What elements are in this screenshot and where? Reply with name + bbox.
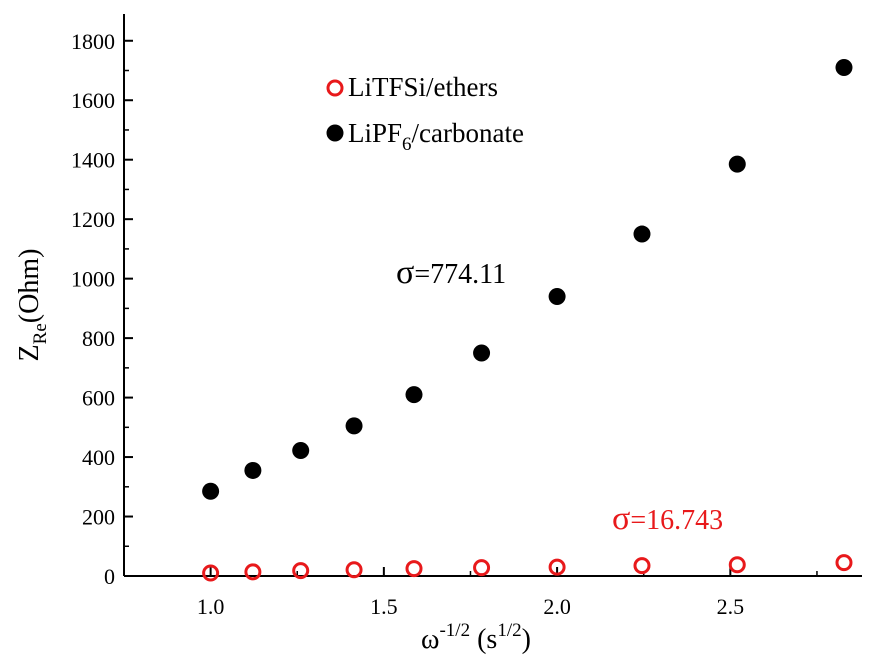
data-point-lipf6 [473,344,491,362]
tick-labels: 0 200 400 600 800 1000 1200 1400 1600 1800 1.0 1.5 2… [71,29,744,619]
x-tick-label: 2.5 [717,594,745,619]
data-point-lipf6 [202,482,220,500]
y-tick-label: 1200 [71,207,115,232]
data-point-litfsi [728,556,746,574]
sigma-annotation-ethers: σ=16.743 [612,500,723,537]
data-point-lipf6 [345,417,363,435]
sigma-value-ethers: =16.743 [630,505,723,536]
x-axis-title: ω-1/2 (s1/2) [421,620,531,655]
data-point-litfsi [345,561,363,579]
sigma-value-carbonate: =774.11 [414,259,506,290]
data-point-lipf6 [292,442,310,460]
data-point-litfsi [405,560,423,578]
y-tick-label: 200 [82,505,115,530]
sigma-annotation-carbonate: σ=774.11 [396,254,506,291]
x-tick-label: 1.0 [197,594,225,619]
legend: LiTFSi/ethers LiPF6/carbonate [326,72,524,155]
data-markers [202,59,853,582]
legend-label-lipf6-sub: 6 [402,134,412,155]
y-tick-label: 400 [82,445,115,470]
y-axis-title-sub: Re [30,323,51,344]
x-tick-label: 2.0 [543,594,571,619]
x-axis-title-unit-open: (s [470,624,497,655]
legend-label-lipf6-post: /carbonate [412,118,524,148]
x-axis-title-unit-close: ) [522,624,531,655]
y-tick-label: 1000 [71,267,115,292]
x-tick-label: 1.5 [370,594,398,619]
data-point-litfsi [548,558,566,576]
x-axis-title-base: ω [421,624,439,655]
data-point-litfsi [202,564,220,582]
y-tick-label: 1400 [71,148,115,173]
data-point-litfsi [244,563,262,581]
sigma-symbol-carbonate: σ [396,254,414,291]
y-tick-label: 0 [104,564,115,589]
axis-ticks [123,39,818,577]
legend-label-litfsi: LiTFSi/ethers [348,72,498,102]
data-point-lipf6 [633,225,651,243]
legend-label-lipf6-pre: LiPF [348,118,402,148]
y-tick-label: 1600 [71,88,115,113]
data-point-lipf6 [548,287,566,305]
data-point-litfsi [292,562,310,580]
legend-label-lipf6: LiPF6/carbonate [348,118,524,155]
x-axis-title-base-sup: -1/2 [439,620,470,641]
y-tick-label: 1800 [71,29,115,54]
legend-marker-litfsi [326,79,344,97]
data-point-lipf6 [728,155,746,173]
x-axis-title-unit-sup: 1/2 [497,620,521,641]
y-axis-title: ZRe(Ohm) [14,249,51,362]
y-axis-title-base: Z [14,344,45,361]
data-point-lipf6 [244,461,262,479]
legend-marker-lipf6 [326,124,344,142]
data-point-litfsi [835,554,853,572]
data-point-litfsi [633,557,651,575]
y-tick-label: 800 [82,326,115,351]
data-point-lipf6 [835,59,853,77]
data-point-lipf6 [405,386,423,404]
y-tick-label: 600 [82,386,115,411]
sigma-symbol-ethers: σ [612,500,630,537]
data-point-litfsi [473,559,491,577]
y-axis-title-rest: (Ohm) [14,249,45,324]
